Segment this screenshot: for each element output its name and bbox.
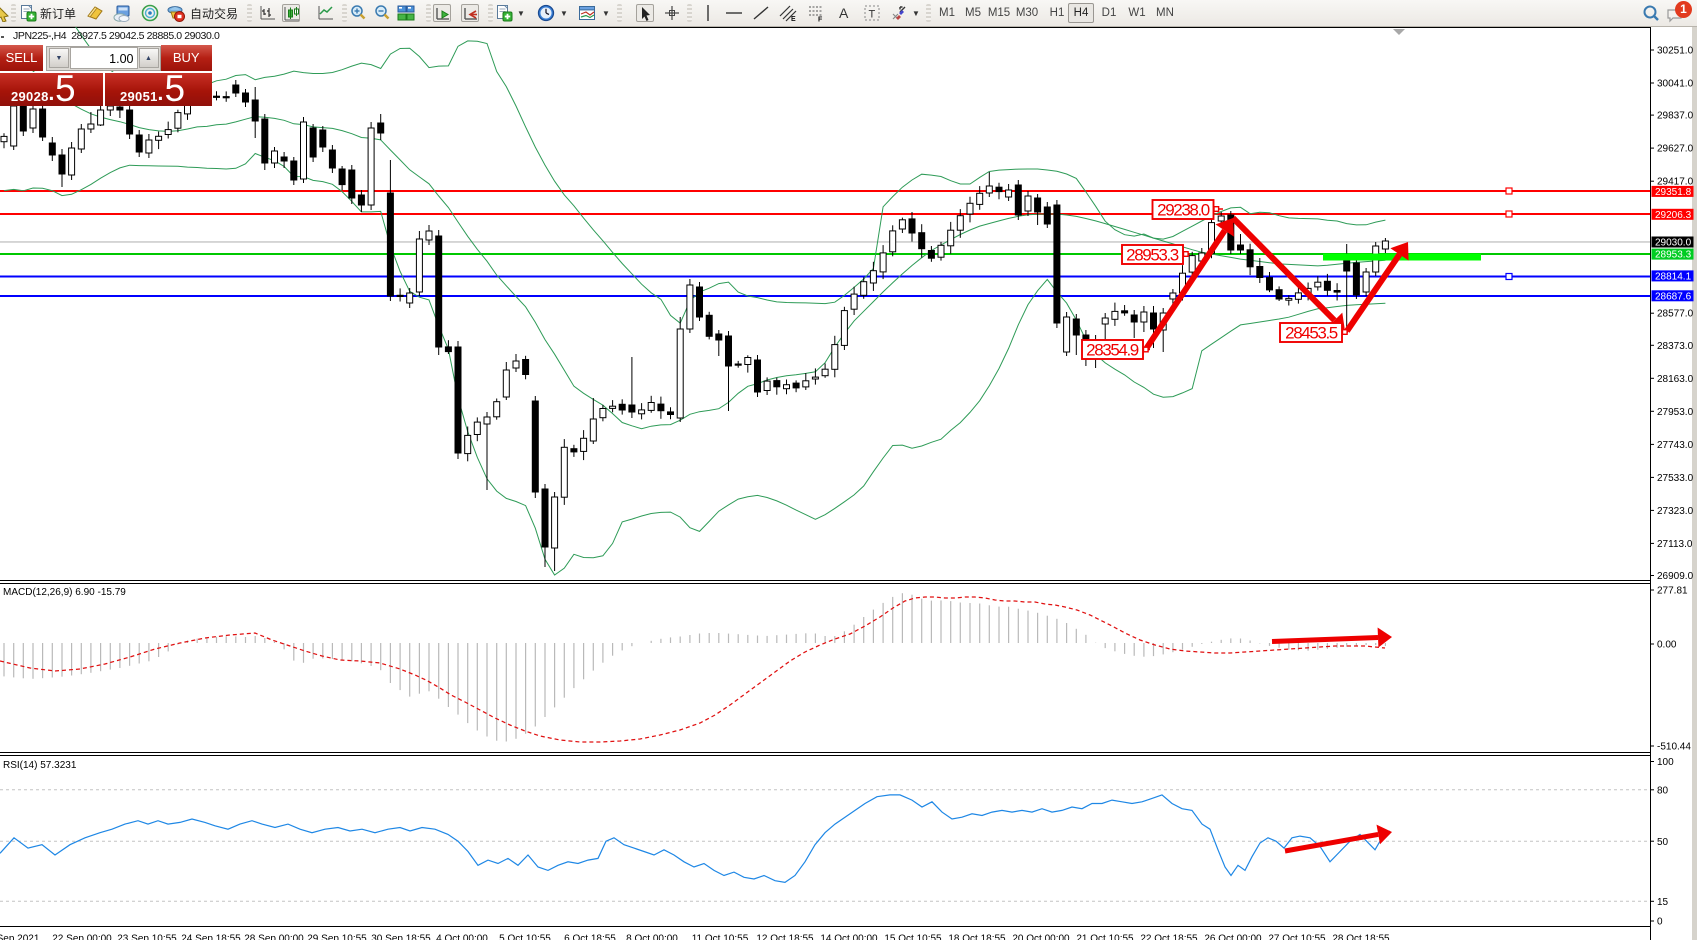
svg-text:28354.9: 28354.9 [1086, 341, 1139, 360]
svg-text:MACD(12,26,9) 6.90 -15.79: MACD(12,26,9) 6.90 -15.79 [3, 587, 126, 598]
svg-text:E: E [791, 16, 796, 22]
svg-text:100: 100 [1657, 757, 1674, 768]
svg-text:Sep 2021: Sep 2021 [0, 934, 40, 940]
svg-text:29030.0: 29030.0 [1655, 238, 1692, 249]
svg-text:22 Sep 00:00: 22 Sep 00:00 [52, 934, 112, 940]
svg-text:5 Oct 10:55: 5 Oct 10:55 [499, 934, 551, 940]
svg-text:27 Oct 10:55: 27 Oct 10:55 [1268, 934, 1326, 940]
svg-text:27743.0: 27743.0 [1657, 440, 1694, 451]
svg-text:12 Oct 18:55: 12 Oct 18:55 [756, 934, 814, 940]
svg-text:27953.0: 27953.0 [1657, 407, 1694, 418]
svg-text:11 Oct 10:55: 11 Oct 10:55 [692, 934, 749, 940]
svg-text:29627.0: 29627.0 [1657, 144, 1694, 155]
svg-text:28163.0: 28163.0 [1657, 374, 1694, 385]
svg-text:50: 50 [1657, 837, 1669, 848]
svg-text:26 Oct 00:00: 26 Oct 00:00 [1204, 934, 1262, 940]
svg-text:80: 80 [1657, 785, 1669, 796]
svg-text:0.00: 0.00 [1657, 640, 1677, 651]
svg-text:15: 15 [1657, 897, 1669, 908]
svg-text:30041.0: 30041.0 [1657, 79, 1694, 90]
svg-text:28687.6: 28687.6 [1655, 291, 1692, 302]
svg-text:29 Sep 10:55: 29 Sep 10:55 [307, 934, 367, 940]
svg-text:28953.3: 28953.3 [1126, 246, 1179, 265]
svg-text:-510.44: -510.44 [1657, 742, 1691, 753]
svg-text:28453.5: 28453.5 [1285, 324, 1338, 343]
svg-text:30251.0: 30251.0 [1657, 46, 1694, 57]
svg-text:14 Oct 00:00: 14 Oct 00:00 [820, 934, 878, 940]
svg-text:28814.1: 28814.1 [1655, 271, 1692, 282]
svg-text:15 Oct 10:55: 15 Oct 10:55 [884, 934, 942, 940]
svg-text:T: T [869, 9, 876, 21]
svg-text:23 Sep 10:55: 23 Sep 10:55 [117, 934, 177, 940]
svg-text:28953.3: 28953.3 [1655, 250, 1692, 261]
svg-text:21 Oct 10:55: 21 Oct 10:55 [1076, 934, 1134, 940]
svg-text:28577.0: 28577.0 [1657, 309, 1694, 320]
svg-text:28 Oct 18:55: 28 Oct 18:55 [1332, 934, 1390, 940]
svg-text:29417.0: 29417.0 [1657, 177, 1694, 188]
svg-text:27113.0: 27113.0 [1657, 539, 1693, 550]
svg-text:26909.0: 26909.0 [1657, 571, 1694, 582]
svg-text:A: A [839, 5, 849, 21]
svg-text:277.81: 277.81 [1657, 586, 1688, 597]
svg-text:29837.0: 29837.0 [1657, 111, 1694, 122]
svg-text:27533.0: 27533.0 [1657, 473, 1694, 484]
svg-text:29351.8: 29351.8 [1655, 187, 1692, 198]
svg-text:27323.0: 27323.0 [1657, 506, 1694, 517]
svg-text:6 Oct 18:55: 6 Oct 18:55 [564, 934, 616, 940]
svg-text:18 Oct 18:55: 18 Oct 18:55 [948, 934, 1006, 940]
svg-text:29238.0: 29238.0 [1157, 201, 1210, 220]
svg-text:F: F [818, 17, 823, 23]
svg-text:RSI(14) 57.3231: RSI(14) 57.3231 [3, 760, 77, 771]
svg-text:30 Sep 18:55: 30 Sep 18:55 [371, 934, 431, 940]
svg-text:4 Oct 00:00: 4 Oct 00:00 [436, 934, 488, 940]
svg-text:20 Oct 00:00: 20 Oct 00:00 [1012, 934, 1070, 940]
svg-text:8 Oct 00:00: 8 Oct 00:00 [626, 934, 678, 940]
svg-text:24 Sep 18:55: 24 Sep 18:55 [181, 934, 241, 940]
svg-text:28373.0: 28373.0 [1657, 341, 1694, 352]
svg-text:28 Sep 00:00: 28 Sep 00:00 [244, 934, 304, 940]
svg-text:29206.3: 29206.3 [1655, 210, 1692, 221]
svg-text:22 Oct 18:55: 22 Oct 18:55 [1140, 934, 1198, 940]
svg-text:0: 0 [1657, 917, 1663, 928]
